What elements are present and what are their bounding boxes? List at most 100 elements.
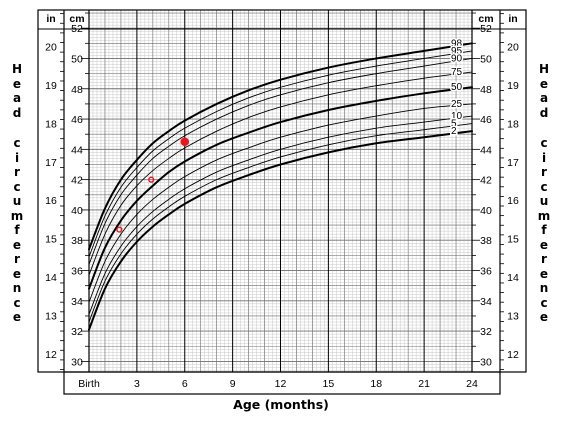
cm-tick-label-right: 42 (480, 175, 492, 187)
title-letter: m (10, 208, 24, 223)
title-letter: c (540, 136, 548, 150)
in-tick-label-left: 16 (45, 195, 57, 207)
unit-label-in-right: in (508, 13, 517, 25)
in-tick-label-right: 20 (507, 41, 519, 53)
title-letter: a (539, 91, 549, 105)
cm-tick-label-left: 46 (71, 114, 83, 126)
cm-tick-label-left: 48 (71, 84, 83, 96)
cm-tick-label-right: 48 (480, 84, 492, 96)
title-letter: u (12, 194, 22, 208)
in-tick-label-left: 12 (45, 349, 57, 361)
title-letter: r (14, 165, 20, 179)
unit-label-cm-right: cm (478, 13, 493, 25)
percentile-label-98: 98 (451, 38, 463, 49)
in-tick-label-right: 18 (507, 118, 519, 130)
title-letter: e (539, 76, 549, 91)
x-tick-label: 9 (230, 378, 236, 390)
in-tick-label-left: 17 (45, 157, 57, 169)
unit-label-in-left: in (46, 13, 55, 25)
percentile-label-95: 95 (451, 46, 463, 57)
cm-tick-label-right: 34 (480, 296, 492, 308)
in-tick-label-right: 15 (507, 234, 519, 246)
title-letter: e (539, 266, 549, 281)
cm-tick-label-left: 32 (71, 326, 83, 338)
title-letter: f (14, 223, 20, 237)
x-tick-label: 6 (182, 378, 188, 390)
data-point (148, 176, 155, 183)
cm-tick-label-left: 40 (71, 205, 83, 217)
percentile-label-50: 50 (451, 82, 463, 93)
cm-tick-label-left: 44 (71, 144, 83, 156)
title-letter: H (538, 62, 550, 76)
percentile-label-10: 10 (451, 111, 463, 122)
cm-tick-label-left: 50 (71, 53, 83, 65)
cm-tick-label-right: 38 (480, 235, 492, 247)
title-letter: c (540, 179, 548, 194)
title-letter: e (12, 266, 22, 281)
x-tick-label: 12 (275, 378, 287, 390)
cm-tick-label-left: 38 (71, 235, 83, 247)
x-tick-label: 18 (370, 378, 382, 390)
title-letter: i (14, 150, 20, 165)
in-tick-label-right: 12 (507, 349, 519, 361)
title-letter: d (539, 105, 549, 120)
percentile-curve-2 (88, 130, 473, 331)
chart-frame (37, 9, 527, 395)
percentile-curve-50 (88, 86, 473, 290)
percentile-curve-98 (88, 42, 473, 251)
title-letter: r (541, 165, 547, 179)
cm-tick-label-right: 30 (480, 356, 492, 368)
title-letter: e (12, 237, 22, 252)
title-letter: e (12, 76, 22, 91)
x-tick-label: 3 (134, 378, 140, 390)
in-tick-label-right: 19 (507, 80, 519, 92)
percentile-label-25: 25 (451, 99, 463, 110)
percentile-curve-95 (88, 50, 473, 258)
title-letter: e (12, 310, 22, 324)
title-letter: d (12, 105, 22, 120)
in-tick-label-left: 15 (45, 234, 57, 246)
cm-tick-label-right: 36 (480, 266, 492, 278)
x-tick-label: 24 (466, 378, 478, 390)
cm-tick-label-right: 32 (480, 326, 492, 338)
cm-tick-label-right: 50 (480, 53, 492, 65)
title-letter: f (541, 223, 547, 237)
title-letter: c (540, 295, 548, 310)
x-tick-label: 21 (418, 378, 430, 390)
cm-tick-label-right: 46 (480, 114, 492, 126)
cm-tick-label-right: 40 (480, 205, 492, 217)
title-letter: c (13, 136, 21, 150)
cm-tick-label-right: 44 (480, 144, 492, 156)
data-point (180, 137, 190, 147)
percentile-label-75: 75 (451, 67, 463, 78)
title-letter: i (541, 150, 547, 165)
in-tick-label-left: 19 (45, 80, 57, 92)
title-letter: r (541, 252, 547, 266)
cm-tick-label-left: 30 (71, 356, 83, 368)
x-axis-label: Age (months) (233, 397, 329, 412)
data-points (116, 137, 190, 233)
title-letter: c (13, 295, 21, 310)
title-letter: H (11, 62, 23, 76)
percentile-curve-5 (88, 123, 473, 323)
in-tick-label-right: 16 (507, 195, 519, 207)
title-letter: n (12, 281, 22, 295)
percentile-curves (88, 42, 473, 331)
title-letter: u (539, 194, 549, 208)
x-axis-frame (63, 371, 501, 395)
percentile-curve-10 (88, 115, 473, 315)
percentile-curve-90 (88, 58, 473, 265)
title-letter: r (14, 252, 20, 266)
percentile-curve-75 (88, 71, 473, 276)
cm-tick-label-left: 36 (71, 266, 83, 278)
title-letter: a (12, 91, 22, 105)
cm-tick-label-left: 34 (71, 296, 83, 308)
title-letter: n (539, 281, 549, 295)
title-letter: c (13, 179, 21, 194)
percentile-label-5: 5 (451, 119, 457, 130)
cm-tick-label-left: 42 (71, 175, 83, 187)
